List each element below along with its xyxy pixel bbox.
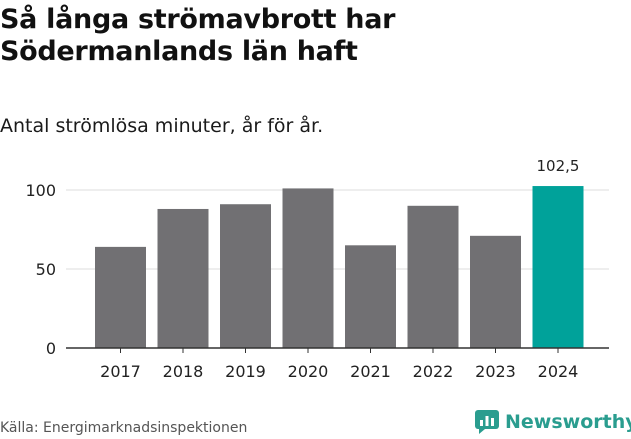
bar-2018 [157, 208, 209, 348]
x-tick-label-2017: 2017 [100, 362, 141, 381]
bar-2019 [220, 204, 271, 348]
brand-name: Newsworthy [505, 411, 631, 433]
source-note: Källa: Energimarknadsinspektionen [0, 420, 248, 436]
newsworthy-logo-icon [475, 410, 499, 434]
data-label-2024: 102,5 [537, 157, 580, 175]
x-tick-label-2024: 2024 [538, 362, 579, 381]
x-tick-label-2021: 2021 [350, 362, 391, 381]
bar-2024 [532, 186, 584, 348]
x-tick-label-2022: 2022 [413, 362, 454, 381]
x-tick-label-2023: 2023 [475, 362, 516, 381]
bar-2020 [282, 188, 334, 348]
newsworthy-brand[interactable]: Newsworthy [475, 408, 631, 436]
bar-2021 [345, 245, 396, 348]
x-tick-label-2020: 2020 [288, 362, 329, 381]
y-tick-label-0: 0 [46, 339, 56, 358]
bar-chart: 0 50 100 2017 2018 2019 2020 2021 2022 2023 2024 10… [25, 157, 609, 381]
chart-title: Så långa strömavbrott har Södermanlands … [0, 4, 396, 67]
y-tick-label-50: 50 [36, 260, 56, 279]
x-tick-label-2019: 2019 [225, 362, 266, 381]
bar-2017 [95, 246, 146, 348]
bar-2023 [470, 235, 521, 348]
x-tick-label-2018: 2018 [163, 362, 204, 381]
y-tick-label-100: 100 [25, 181, 56, 200]
chart-subtitle: Antal strömlösa minuter, år för år. [0, 115, 324, 137]
bar-2022 [407, 205, 459, 348]
